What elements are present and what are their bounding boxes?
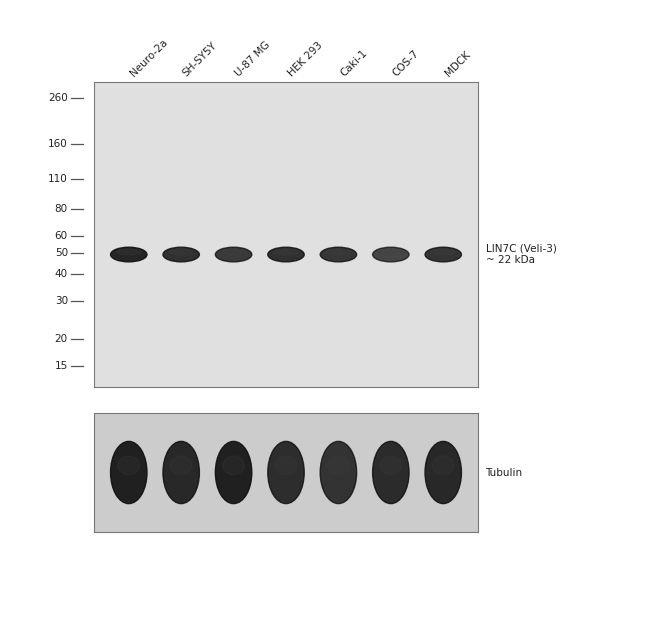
- Text: 60: 60: [55, 231, 68, 241]
- Text: COS-7: COS-7: [391, 49, 421, 79]
- Text: 80: 80: [55, 204, 68, 214]
- Ellipse shape: [275, 456, 297, 474]
- Ellipse shape: [163, 442, 200, 503]
- Text: MDCK: MDCK: [443, 50, 473, 79]
- Text: 40: 40: [55, 269, 68, 279]
- Text: HEK 293: HEK 293: [286, 40, 324, 79]
- Text: 30: 30: [55, 296, 68, 306]
- Text: SH-SY5Y: SH-SY5Y: [181, 41, 219, 79]
- Ellipse shape: [215, 442, 252, 503]
- Text: 20: 20: [55, 335, 68, 345]
- Ellipse shape: [328, 456, 349, 474]
- Ellipse shape: [170, 249, 193, 255]
- Ellipse shape: [111, 442, 147, 503]
- Text: Neuro-2a: Neuro-2a: [129, 38, 170, 79]
- Text: Caki-1: Caki-1: [339, 48, 369, 79]
- Ellipse shape: [432, 249, 455, 255]
- Text: 260: 260: [48, 93, 68, 103]
- Ellipse shape: [268, 247, 304, 262]
- Ellipse shape: [170, 456, 192, 474]
- Text: U-87 MG: U-87 MG: [233, 40, 272, 79]
- Ellipse shape: [111, 247, 147, 262]
- Ellipse shape: [118, 456, 140, 474]
- Ellipse shape: [320, 247, 357, 262]
- Ellipse shape: [372, 247, 409, 262]
- Text: 50: 50: [55, 248, 68, 258]
- Ellipse shape: [117, 249, 140, 255]
- Ellipse shape: [425, 442, 462, 503]
- Text: LIN7C (Veli-3)
~ 22 kDa: LIN7C (Veli-3) ~ 22 kDa: [486, 244, 556, 265]
- Ellipse shape: [432, 456, 454, 474]
- Ellipse shape: [163, 247, 200, 262]
- Text: 15: 15: [55, 362, 68, 372]
- Ellipse shape: [222, 249, 246, 255]
- Ellipse shape: [215, 247, 252, 262]
- Ellipse shape: [268, 442, 304, 503]
- Ellipse shape: [425, 247, 462, 262]
- Ellipse shape: [379, 249, 402, 255]
- Ellipse shape: [223, 456, 244, 474]
- Text: Tubulin: Tubulin: [486, 467, 523, 478]
- Text: 160: 160: [48, 139, 68, 149]
- Text: 110: 110: [48, 175, 68, 184]
- Ellipse shape: [320, 442, 357, 503]
- Ellipse shape: [326, 249, 350, 255]
- Ellipse shape: [380, 456, 402, 474]
- Ellipse shape: [274, 249, 298, 255]
- Ellipse shape: [372, 442, 409, 503]
